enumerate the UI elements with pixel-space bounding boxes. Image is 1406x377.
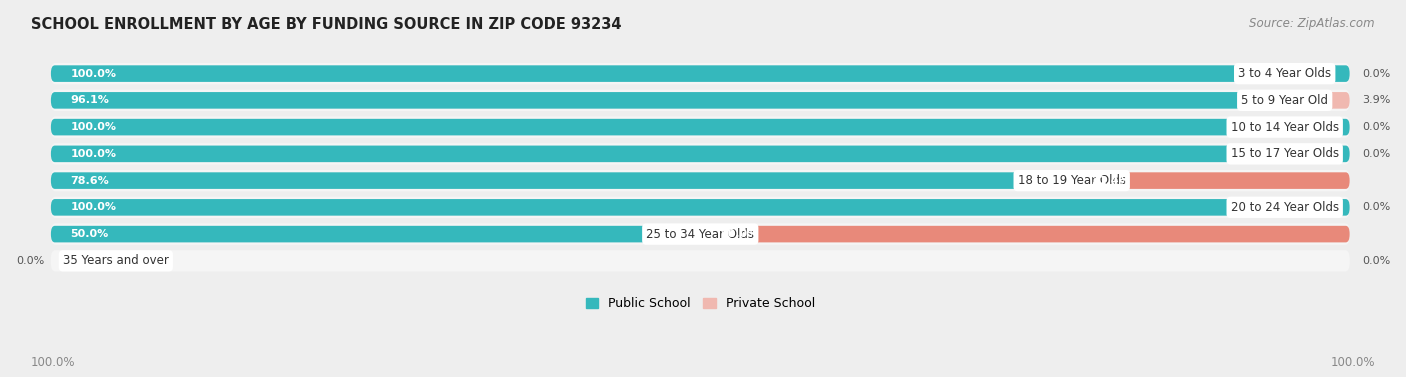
FancyBboxPatch shape bbox=[51, 197, 1350, 218]
FancyBboxPatch shape bbox=[51, 250, 1350, 271]
Text: 35 Years and over: 35 Years and over bbox=[63, 254, 169, 267]
FancyBboxPatch shape bbox=[51, 146, 1350, 162]
Text: 21.4%: 21.4% bbox=[1091, 176, 1130, 185]
Legend: Public School, Private School: Public School, Private School bbox=[581, 292, 820, 315]
FancyBboxPatch shape bbox=[51, 65, 1350, 82]
Text: 5 to 9 Year Old: 5 to 9 Year Old bbox=[1241, 94, 1329, 107]
Text: 0.0%: 0.0% bbox=[1362, 256, 1391, 266]
FancyBboxPatch shape bbox=[700, 226, 1350, 242]
Text: 100.0%: 100.0% bbox=[70, 69, 117, 79]
FancyBboxPatch shape bbox=[51, 172, 1071, 189]
Text: 0.0%: 0.0% bbox=[1362, 69, 1391, 79]
Text: 50.0%: 50.0% bbox=[720, 229, 758, 239]
Text: 96.1%: 96.1% bbox=[70, 95, 110, 105]
FancyBboxPatch shape bbox=[1071, 172, 1350, 189]
FancyBboxPatch shape bbox=[51, 90, 1350, 111]
FancyBboxPatch shape bbox=[51, 224, 1350, 245]
Text: SCHOOL ENROLLMENT BY AGE BY FUNDING SOURCE IN ZIP CODE 93234: SCHOOL ENROLLMENT BY AGE BY FUNDING SOUR… bbox=[31, 17, 621, 32]
Text: 100.0%: 100.0% bbox=[31, 357, 76, 369]
FancyBboxPatch shape bbox=[51, 170, 1350, 191]
Text: 18 to 19 Year Olds: 18 to 19 Year Olds bbox=[1018, 174, 1126, 187]
Text: 100.0%: 100.0% bbox=[70, 149, 117, 159]
FancyBboxPatch shape bbox=[51, 119, 1350, 135]
Text: 20 to 24 Year Olds: 20 to 24 Year Olds bbox=[1230, 201, 1339, 214]
Text: 100.0%: 100.0% bbox=[70, 122, 117, 132]
Text: 0.0%: 0.0% bbox=[1362, 149, 1391, 159]
FancyBboxPatch shape bbox=[51, 226, 700, 242]
FancyBboxPatch shape bbox=[51, 63, 1350, 84]
FancyBboxPatch shape bbox=[1299, 92, 1350, 109]
FancyBboxPatch shape bbox=[51, 199, 1350, 216]
FancyBboxPatch shape bbox=[51, 92, 1299, 109]
Text: 100.0%: 100.0% bbox=[70, 202, 117, 212]
Text: 0.0%: 0.0% bbox=[15, 256, 45, 266]
Text: 3 to 4 Year Olds: 3 to 4 Year Olds bbox=[1239, 67, 1331, 80]
Text: 0.0%: 0.0% bbox=[1362, 202, 1391, 212]
Text: 10 to 14 Year Olds: 10 to 14 Year Olds bbox=[1230, 121, 1339, 133]
FancyBboxPatch shape bbox=[51, 116, 1350, 138]
Text: 25 to 34 Year Olds: 25 to 34 Year Olds bbox=[647, 228, 754, 241]
Text: 78.6%: 78.6% bbox=[70, 176, 110, 185]
Text: 3.9%: 3.9% bbox=[1362, 95, 1391, 105]
Text: 0.0%: 0.0% bbox=[1362, 122, 1391, 132]
FancyBboxPatch shape bbox=[51, 143, 1350, 164]
Text: 15 to 17 Year Olds: 15 to 17 Year Olds bbox=[1230, 147, 1339, 160]
Text: Source: ZipAtlas.com: Source: ZipAtlas.com bbox=[1250, 17, 1375, 30]
Text: 100.0%: 100.0% bbox=[1330, 357, 1375, 369]
Text: 50.0%: 50.0% bbox=[70, 229, 108, 239]
